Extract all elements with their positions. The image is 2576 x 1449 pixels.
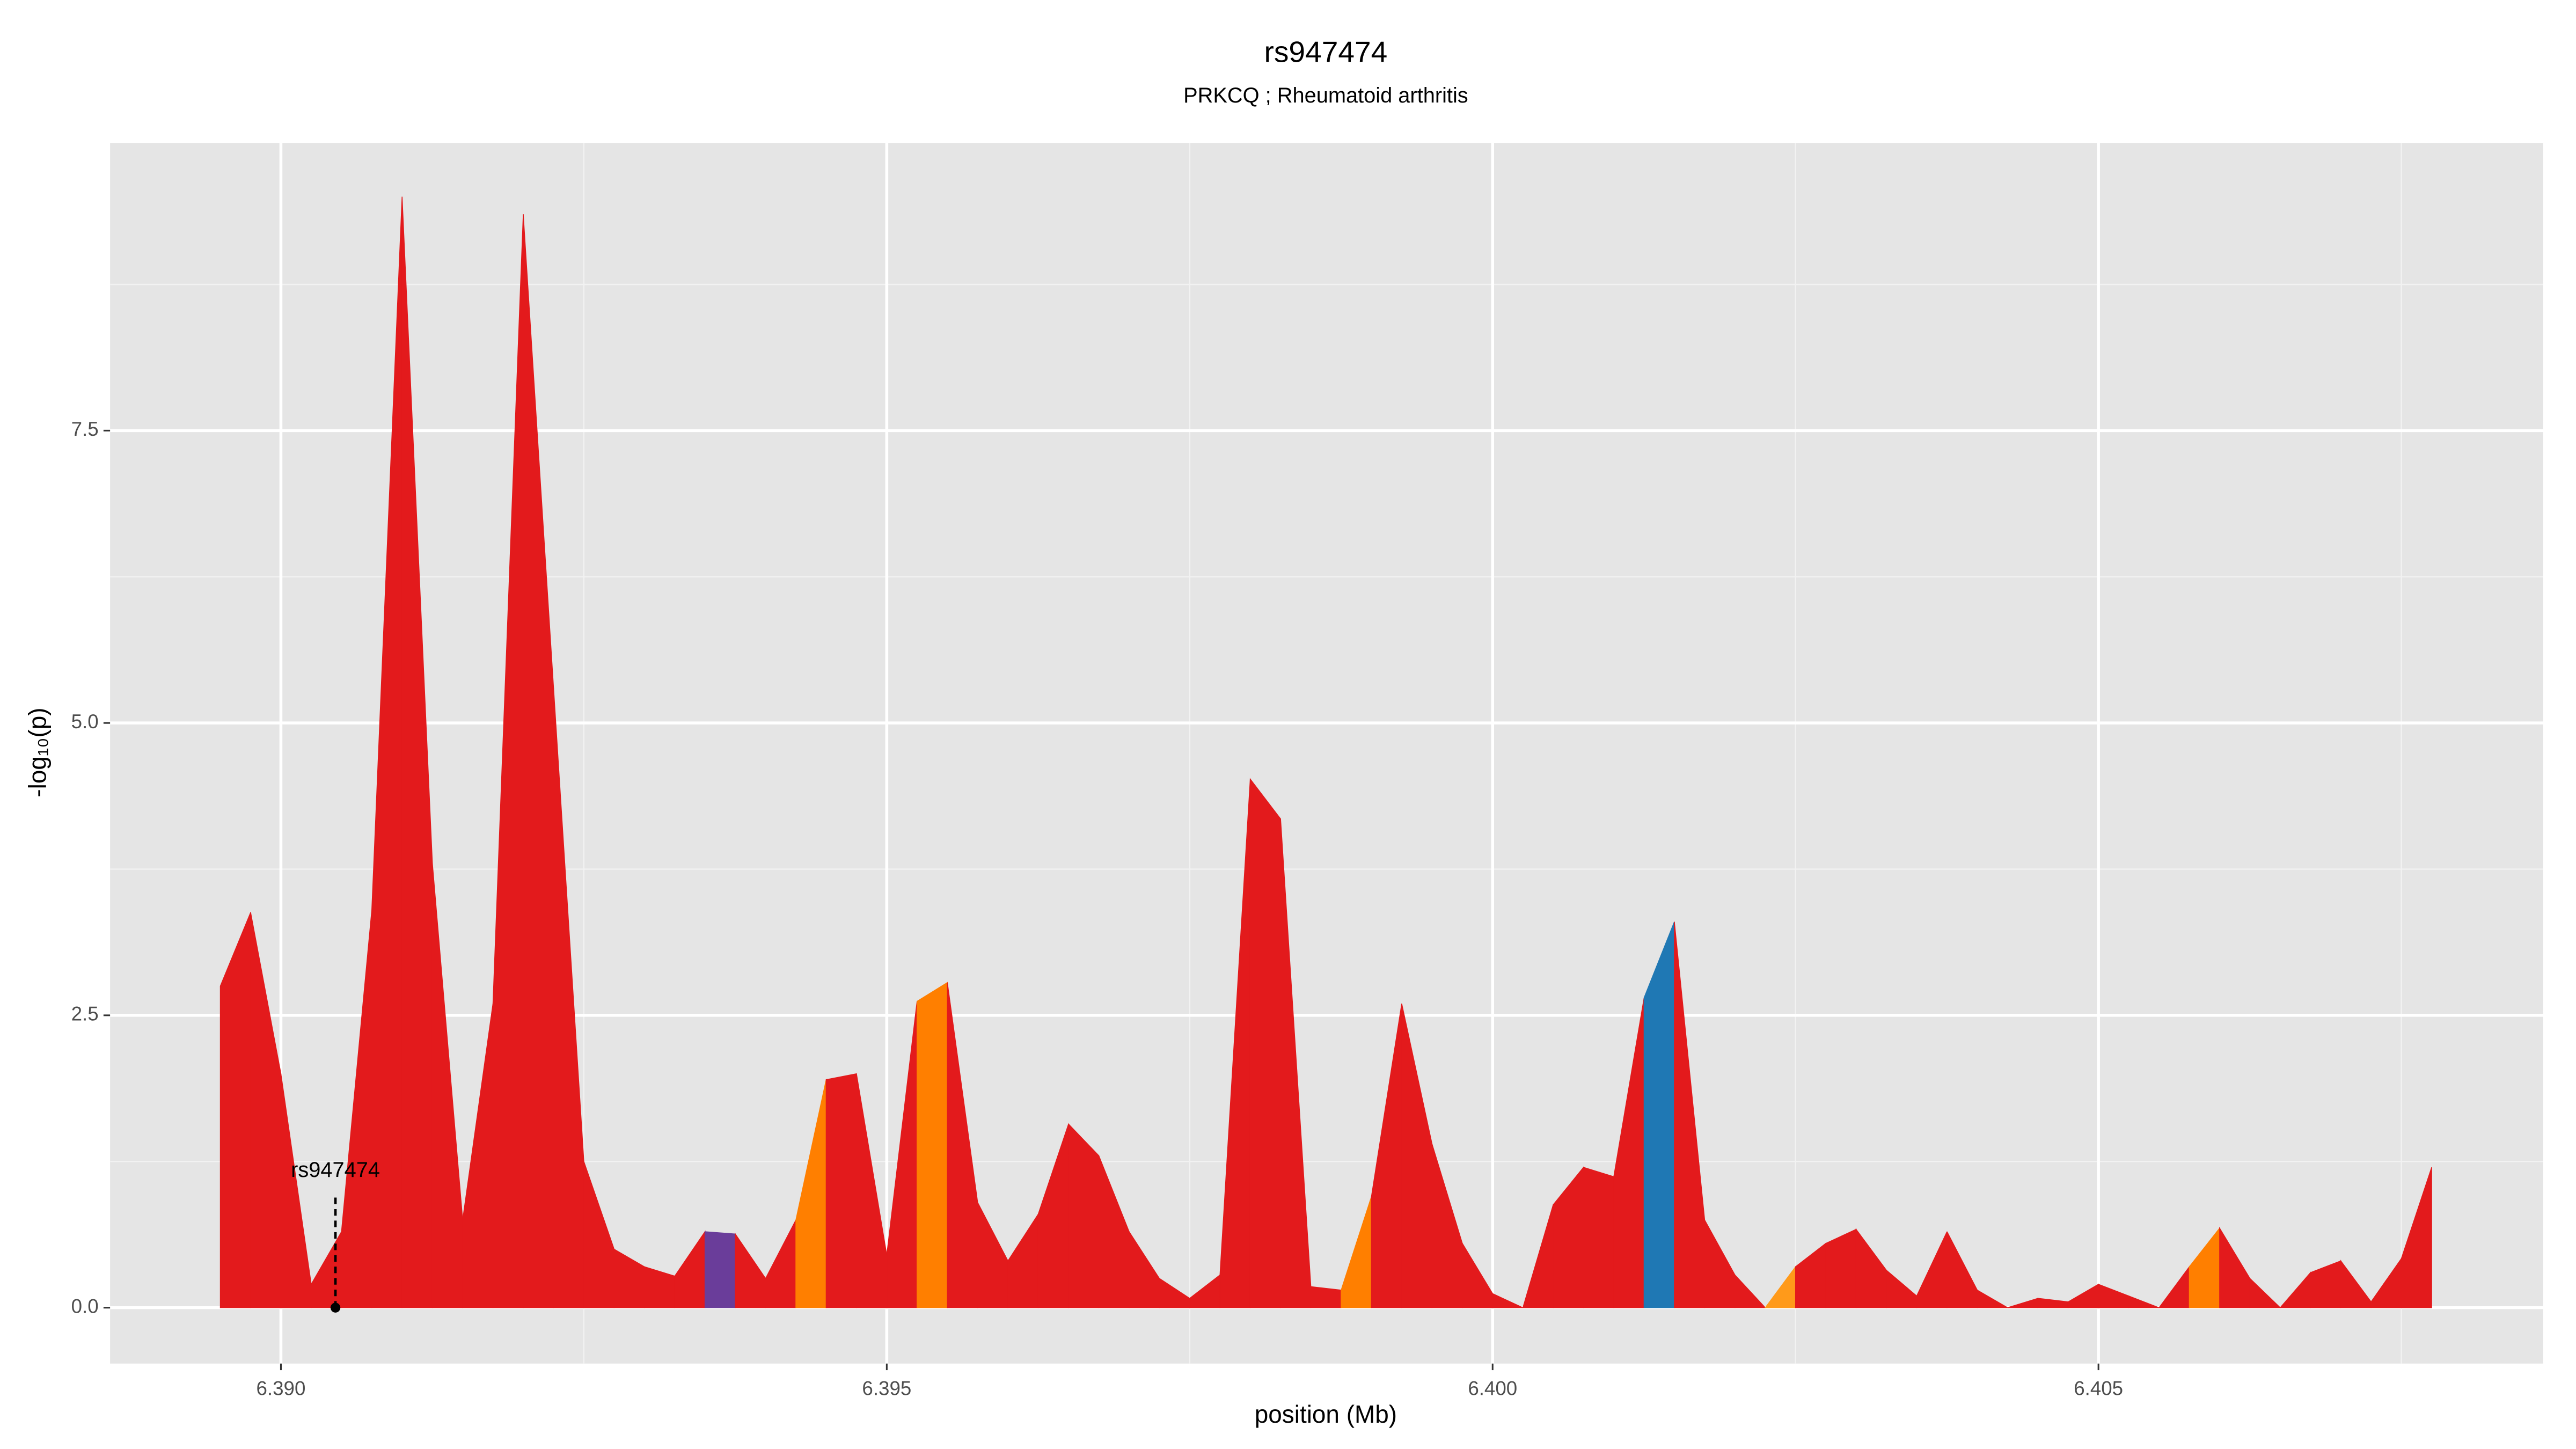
y-axis-label: -log₁₀(p) xyxy=(24,707,52,797)
y-tick-label: 0.0 xyxy=(71,1295,99,1317)
area-segment xyxy=(1825,1228,1857,1308)
area-segment xyxy=(1310,1286,1342,1308)
x-tick-label: 6.405 xyxy=(2074,1377,2123,1399)
area-segment xyxy=(1068,1123,1100,1308)
area-segment xyxy=(825,1073,857,1308)
x-tick-label: 6.390 xyxy=(257,1377,306,1399)
chart-subtitle: PRKCQ ; Rheumatoid arthritis xyxy=(1183,84,1468,107)
area-segment xyxy=(2401,1167,2432,1308)
area-segment xyxy=(1977,1289,2009,1308)
area-segment xyxy=(1492,1293,1524,1308)
area-segment xyxy=(1735,1274,1767,1308)
area-segment xyxy=(917,982,948,1308)
x-tick-label: 6.395 xyxy=(862,1377,911,1399)
annotation-point xyxy=(330,1302,341,1313)
area-segment xyxy=(1249,778,1281,1308)
x-axis-label: position (Mb) xyxy=(1255,1400,1397,1428)
annotation-label: rs947474 xyxy=(291,1158,380,1182)
area-segment xyxy=(704,1231,736,1308)
chart-title: rs947474 xyxy=(1264,35,1388,69)
x-tick-label: 6.400 xyxy=(1468,1377,1517,1399)
y-tick-label: 7.5 xyxy=(71,418,99,440)
area-segment xyxy=(2249,1277,2281,1308)
area-segment xyxy=(1583,1167,1614,1308)
area-segment xyxy=(2128,1295,2160,1308)
y-tick-label: 5.0 xyxy=(71,711,99,733)
y-tick-label: 2.5 xyxy=(71,1003,99,1025)
